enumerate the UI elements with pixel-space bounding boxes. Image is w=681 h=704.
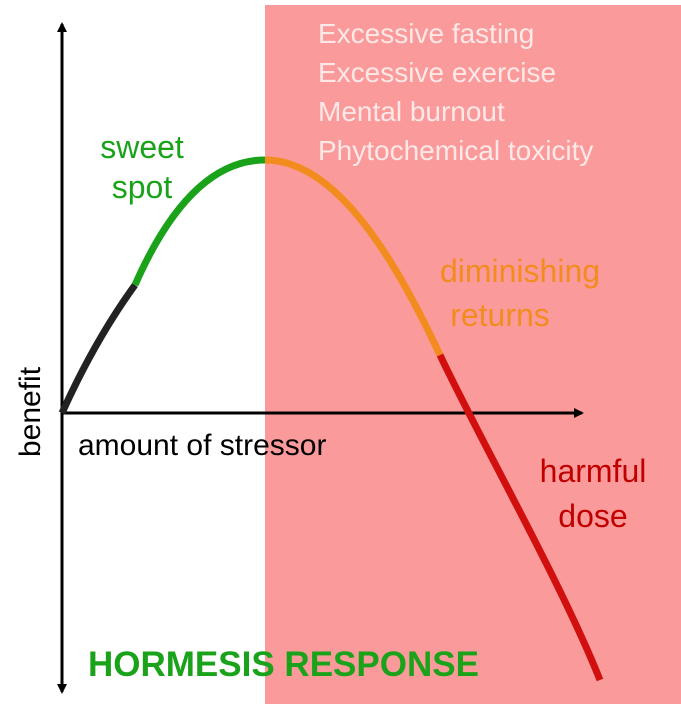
harm-zone (265, 5, 681, 704)
title: HORMESIS RESPONSE (88, 645, 479, 684)
diminishing-label: returns (450, 297, 550, 333)
harmful-label: dose (558, 498, 627, 534)
curve-sweet (131, 156, 266, 287)
stressor: Phytochemical toxicity (318, 135, 593, 166)
stressor: Excessive exercise (318, 57, 556, 88)
stressor-list: Excessive fasting Excessive exercise Men… (318, 18, 593, 166)
x-axis-label: amount of stressor (78, 429, 326, 462)
stressor: Excessive fasting (318, 18, 534, 49)
y-axis-label: benefit (14, 366, 47, 457)
curve-low (58, 282, 138, 415)
sweet-spot-label: spot (112, 169, 173, 205)
diminishing-label: diminishing (440, 253, 600, 289)
curve-harmful (436, 353, 604, 682)
harmful-label: harmful (540, 453, 647, 489)
sweet-spot-label: sweet (100, 129, 184, 165)
curve-diminishing (264, 156, 444, 357)
stressor: Mental burnout (318, 96, 505, 127)
